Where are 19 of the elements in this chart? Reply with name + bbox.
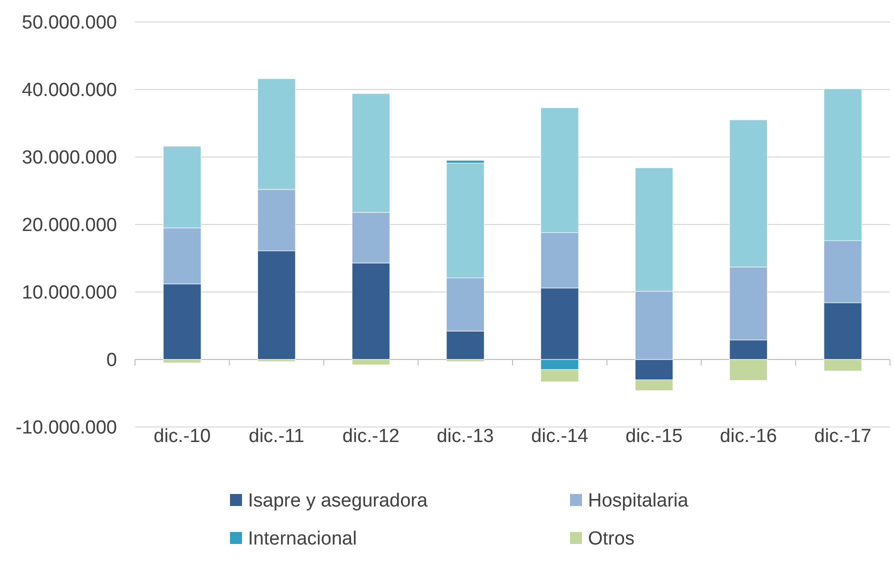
y-tick-label: 40.000.000: [22, 80, 117, 102]
legend-label: Hospitalaria: [588, 490, 689, 512]
x-tick-label: dic.-16: [720, 426, 777, 447]
legend-label: Isapre y aseguradora: [248, 490, 428, 512]
legend-label: Internacional: [248, 528, 357, 550]
x-tick-label: dic.-13: [436, 426, 494, 447]
x-tick-label: dic.-10: [154, 426, 211, 447]
x-tick-label: dic.-14: [531, 426, 589, 447]
x-tick-label: dic.-11: [248, 426, 304, 447]
y-tick-label: 30.000.000: [22, 148, 117, 169]
y-tick-label: 50.000.000: [22, 12, 117, 34]
legend-label: Otros: [588, 528, 634, 550]
x-tick-label: dic.-15: [626, 426, 683, 447]
y-tick-label: 20.000.000: [22, 215, 117, 236]
y-tick-label: 10.000.000: [22, 282, 117, 304]
y-tick-label: 0: [106, 350, 117, 372]
x-tick-label: dic.-12: [342, 426, 400, 447]
x-tick-label: dic.-17: [814, 426, 872, 447]
y-tick-label: -10.000.000: [16, 418, 117, 439]
